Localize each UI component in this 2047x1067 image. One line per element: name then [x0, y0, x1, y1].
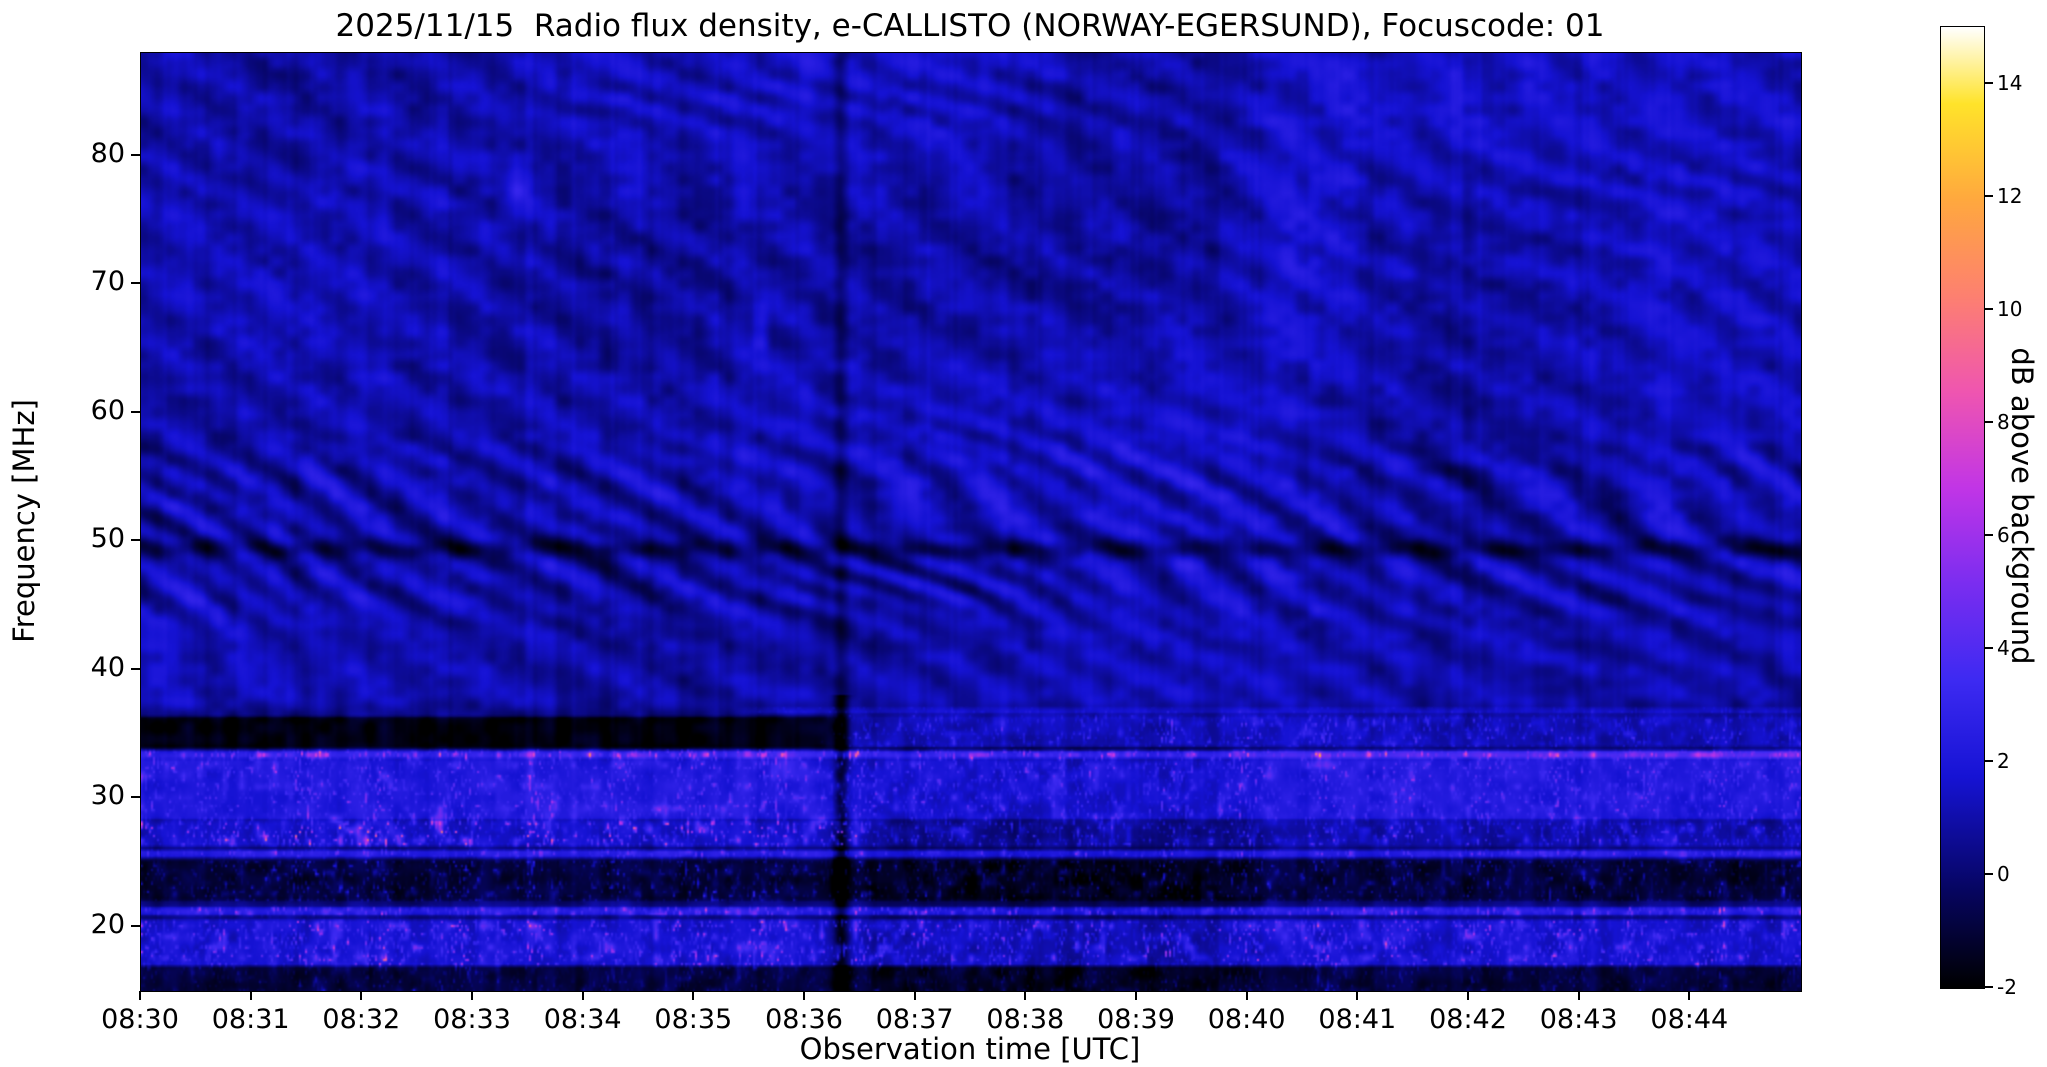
colorbar-tick-label: 8 — [1997, 409, 2010, 434]
x-tick-label: 08:32 — [322, 1004, 401, 1035]
x-tick — [1135, 991, 1137, 1000]
chart-title: 2025/11/15 Radio flux density, e-CALLIST… — [335, 8, 1605, 44]
y-tick — [131, 153, 140, 156]
x-tick — [1356, 991, 1359, 1000]
y-tick-label: 60 — [90, 394, 125, 426]
x-tick — [913, 991, 916, 1000]
x-tick — [1245, 991, 1248, 1000]
y-tick-label: 50 — [90, 523, 125, 555]
x-tick — [1024, 991, 1027, 1000]
colorbar-tick — [1985, 194, 1993, 197]
x-tick — [692, 991, 695, 1000]
x-tick — [360, 991, 363, 1000]
colorbar-tick — [1985, 759, 1993, 762]
x-tick-label: 08:37 — [875, 1004, 954, 1035]
y-tick — [131, 539, 140, 542]
y-tick — [131, 796, 140, 799]
y-tick — [131, 282, 140, 285]
colorbar-tick — [1985, 986, 1993, 988]
x-tick — [1688, 991, 1691, 1000]
colorbar-tick — [1985, 81, 1993, 84]
y-tick — [131, 410, 140, 413]
x-tick-label: 08:33 — [433, 1004, 511, 1035]
colorbar-tick — [1985, 872, 1993, 875]
x-tick-label: 08:36 — [765, 1004, 843, 1035]
colorbar-tick-label: 12 — [1997, 183, 2023, 208]
colorbar-tick-label: 10 — [1997, 296, 2023, 321]
x-tick — [1467, 991, 1469, 1000]
x-tick-label: 08:39 — [1097, 1004, 1175, 1035]
colorbar-tick — [1985, 646, 1993, 649]
colorbar-tick-label: 2 — [1997, 748, 2010, 773]
x-tick — [139, 991, 141, 1000]
colorbar-gradient — [1941, 27, 1984, 988]
x-tick-label: 08:35 — [654, 1004, 733, 1035]
y-tick — [131, 924, 140, 927]
spectrogram-canvas — [141, 53, 1801, 991]
x-tick-label: 08:41 — [1318, 1004, 1397, 1035]
colorbar-tick — [1985, 420, 1993, 423]
x-tick — [471, 991, 473, 1000]
x-tick-label: 08:43 — [1539, 1004, 1618, 1035]
x-tick — [803, 991, 805, 1000]
x-tick — [581, 991, 584, 1000]
y-tick-label: 70 — [90, 266, 125, 298]
y-tick — [131, 667, 140, 670]
colorbar-label: dB above background — [2005, 347, 2039, 665]
colorbar-tick — [1985, 533, 1993, 536]
colorbar-tick-label: 4 — [1997, 635, 2010, 660]
y-axis-label: Frequency [MHz] — [7, 399, 41, 643]
x-tick-label: 08:38 — [986, 1004, 1065, 1035]
colorbar-tick-label: -2 — [1997, 975, 2017, 999]
x-tick-label: 08:40 — [1207, 1004, 1286, 1035]
colorbar — [1940, 26, 1985, 989]
y-tick-label: 20 — [90, 908, 125, 940]
x-tick-label: 08:42 — [1429, 1004, 1507, 1035]
colorbar-tick-label: 0 — [1997, 861, 2010, 886]
colorbar-tick-label: 6 — [1997, 522, 2010, 547]
colorbar-tick — [1985, 307, 1993, 310]
x-tick-label: 08:31 — [211, 1004, 290, 1035]
y-tick-label: 40 — [90, 651, 125, 683]
x-tick — [249, 991, 252, 1000]
plot-area — [140, 52, 1802, 992]
y-tick-label: 80 — [90, 137, 125, 169]
x-tick-label: 08:44 — [1650, 1004, 1729, 1035]
x-tick-label: 08:34 — [543, 1004, 622, 1035]
y-tick-label: 30 — [90, 780, 125, 812]
x-axis-label: Observation time [UTC] — [799, 1032, 1141, 1066]
x-tick-label: 08:30 — [101, 1004, 179, 1035]
x-tick — [1577, 991, 1580, 1000]
colorbar-tick-label: 14 — [1997, 70, 2023, 95]
